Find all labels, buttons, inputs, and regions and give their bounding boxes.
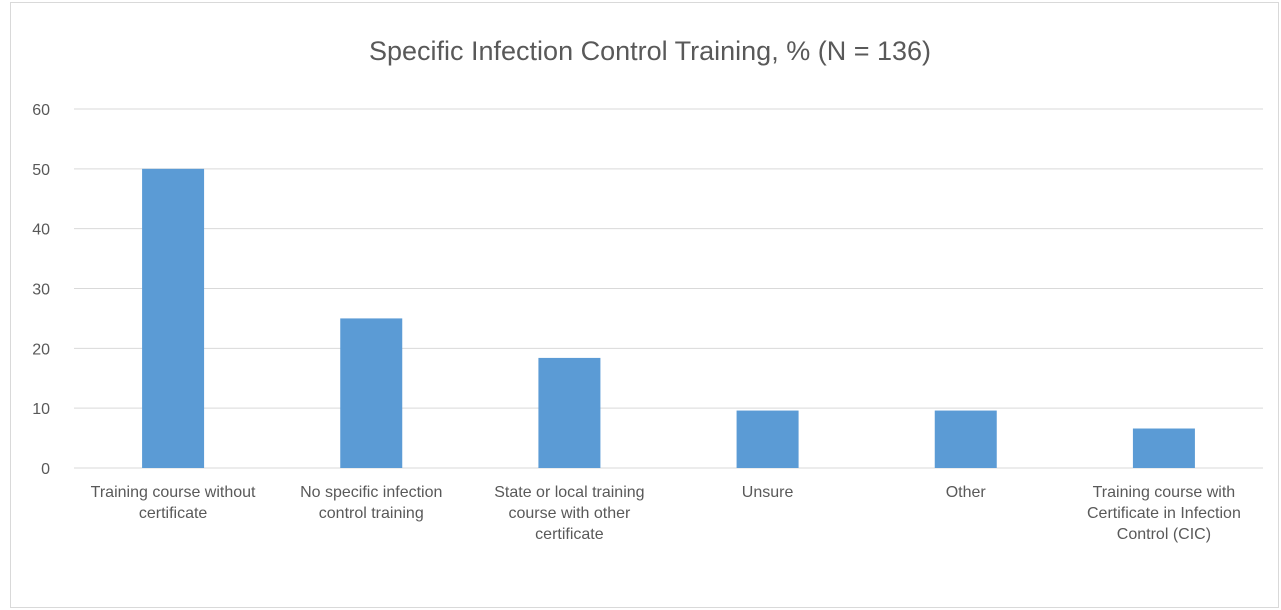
x-tick-label: Unsure: [742, 484, 794, 501]
x-tick-label: Training course without certificate: [91, 484, 256, 522]
bar: [1132, 428, 1195, 468]
y-tick-label: 0: [41, 461, 50, 478]
y-tick-label: 20: [32, 341, 50, 358]
x-tick-label: Training course with Certificate in Infec…: [1087, 484, 1241, 543]
bar: [736, 410, 799, 468]
x-tick-label: Other: [946, 484, 987, 501]
y-tick-label: 60: [32, 102, 50, 119]
chart-frame: [10, 2, 1279, 608]
y-tick-label: 30: [32, 282, 50, 299]
bar: [538, 357, 601, 468]
bar: [340, 318, 403, 468]
x-tick-label: State or local training course with other…: [494, 484, 644, 543]
bar: [142, 168, 205, 469]
chart-title: Specific Infection Control Training, % (…: [369, 36, 931, 66]
y-tick-label: 10: [32, 401, 50, 418]
bar: [934, 410, 997, 468]
y-tick-label: 40: [32, 222, 50, 239]
x-tick-label: No specific infection control training: [300, 484, 442, 522]
y-tick-label: 50: [32, 162, 50, 179]
